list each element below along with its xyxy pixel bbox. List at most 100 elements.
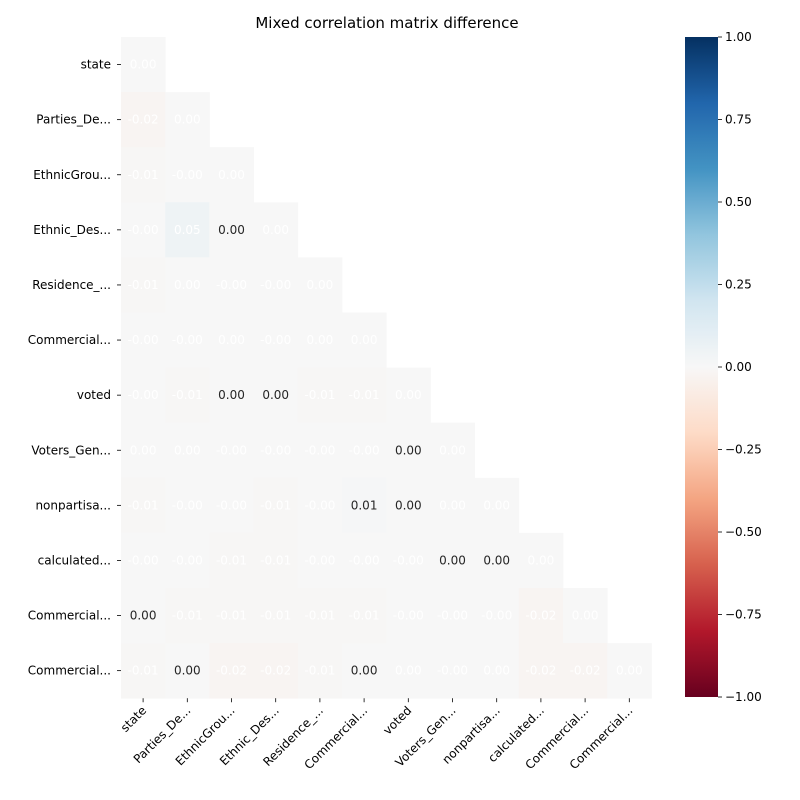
heatmap-cell	[165, 643, 210, 699]
cell-value-label: 0.00	[395, 498, 422, 512]
heatmap-cell	[121, 477, 166, 534]
cell-value-label: -0.00	[393, 609, 424, 623]
heatmap-cell	[209, 643, 254, 699]
y-tick-labels: state Parties_De... EthnicGrou... Ethnic_De…	[28, 58, 121, 678]
cell-value-label: -0.01	[128, 278, 159, 292]
cell-value-label: 0.00	[395, 443, 422, 457]
heatmap-cell	[253, 202, 299, 258]
cell-value-label: 0.00	[130, 58, 157, 72]
cell-value-label: -0.02	[570, 664, 601, 678]
heatmap-cell	[297, 312, 343, 368]
heatmap-cell	[430, 477, 475, 534]
cell-value-label: -0.00	[172, 333, 203, 347]
colorbar-tick-label: 0.75	[725, 113, 752, 127]
cell-value-label: 0.00	[218, 333, 245, 347]
colorbar-tick-label: −0.50	[725, 525, 762, 539]
heatmap-cell	[253, 643, 299, 699]
x-tick-label: state	[118, 703, 149, 734]
heatmap-cell	[121, 37, 166, 93]
cell-value-label: -0.02	[525, 664, 556, 678]
heatmap-cell	[386, 422, 431, 479]
heatmap-cell	[430, 643, 475, 699]
heatmap-cell	[121, 643, 166, 699]
heatmap-cell	[297, 422, 343, 479]
cell-value-label: 0.00	[439, 498, 466, 512]
heatmap-cell	[209, 312, 254, 368]
heatmap-cell	[121, 422, 166, 479]
heatmap-cell	[209, 257, 254, 313]
colorbar-tick-label: 0.50	[725, 195, 752, 209]
y-tick-label: state	[81, 58, 111, 72]
cell-value-label: -0.01	[216, 553, 247, 567]
colorbar-tick-label: 0.25	[725, 278, 752, 292]
colorbar-tick-label: −0.25	[725, 443, 762, 457]
heatmap-cell	[209, 367, 254, 424]
heatmap-cell	[474, 643, 520, 699]
cell-value-label: 0.00	[174, 664, 201, 678]
heatmap-cell	[121, 312, 166, 368]
y-tick-label: Commercial...	[28, 333, 111, 347]
cell-value-label: -0.00	[304, 553, 335, 567]
heatmap-cell	[386, 477, 431, 534]
heatmap-cell	[297, 588, 343, 644]
cell-value-label: -0.01	[304, 664, 335, 678]
cell-value-label: 0.00	[307, 278, 334, 292]
cell-value-label: -0.01	[216, 609, 247, 623]
cell-value-label: -0.00	[260, 278, 291, 292]
heatmap-cell	[474, 532, 520, 589]
heatmap-cell	[253, 312, 299, 368]
y-tick-label: EthnicGrou...	[33, 168, 111, 182]
heatmap-cell	[342, 312, 387, 368]
cell-value-label: -0.00	[437, 664, 468, 678]
heatmap-cell	[253, 532, 299, 589]
cell-value-label: 0.00	[174, 113, 201, 127]
heatmap-cell	[121, 532, 166, 589]
y-tick-label: nonpartisa...	[35, 498, 111, 512]
y-tick-label: Voters_Gen...	[31, 443, 111, 457]
x-tick-label: voted	[380, 703, 414, 737]
cell-value-label: 0.00	[439, 553, 466, 567]
heatmap-cell	[165, 257, 210, 313]
cell-value-label: -0.02	[260, 664, 291, 678]
cell-value-label: -0.01	[260, 609, 291, 623]
cell-value-label: -0.00	[349, 553, 380, 567]
heatmap-cell	[253, 422, 299, 479]
heatmap-cell	[563, 643, 608, 699]
cell-value-label: 0.00	[262, 388, 289, 402]
heatmap-cell	[297, 643, 343, 699]
cell-value-label: -0.00	[128, 388, 159, 402]
heatmap-cell	[165, 532, 210, 589]
heatmap-cell	[342, 532, 387, 589]
cell-value-label: 0.05	[174, 223, 201, 237]
heatmap-cell	[430, 422, 475, 479]
cell-value-label: -0.00	[216, 498, 247, 512]
heatmap-cell	[342, 422, 387, 479]
cell-value-label: 0.00	[218, 223, 245, 237]
cell-value-label: 0.00	[130, 609, 157, 623]
cell-value-label: -0.01	[128, 168, 159, 182]
cell-value-label: -0.02	[216, 664, 247, 678]
heatmap-cell	[209, 147, 254, 203]
heatmap-cell	[563, 588, 608, 644]
cell-value-label: 0.00	[616, 664, 643, 678]
cell-value-label: -0.01	[304, 388, 335, 402]
cell-value-label: -0.00	[216, 278, 247, 292]
cell-value-label: 0.00	[483, 498, 510, 512]
heatmap-cell	[165, 367, 210, 424]
heatmap-cell	[121, 202, 166, 258]
cell-value-label: -0.01	[304, 609, 335, 623]
heatmap-cell	[209, 532, 254, 589]
heatmap-cell	[386, 643, 431, 699]
cell-value-label: -0.01	[172, 388, 203, 402]
heatmap-cell	[253, 367, 299, 424]
cell-value-label: -0.02	[525, 609, 556, 623]
cell-value-label: 0.00	[439, 443, 466, 457]
heatmap-cell	[386, 588, 431, 644]
heatmap-cells: 0.00 -0.02 0.00 -0.01 -0.00 0.00 -0.00 0.05 0.00…	[121, 37, 652, 699]
heatmap-cell	[165, 312, 210, 368]
cell-value-label: -0.00	[128, 333, 159, 347]
cell-value-label: 0.01	[351, 498, 378, 512]
cell-value-label: -0.00	[304, 498, 335, 512]
heatmap-cell	[165, 588, 210, 644]
